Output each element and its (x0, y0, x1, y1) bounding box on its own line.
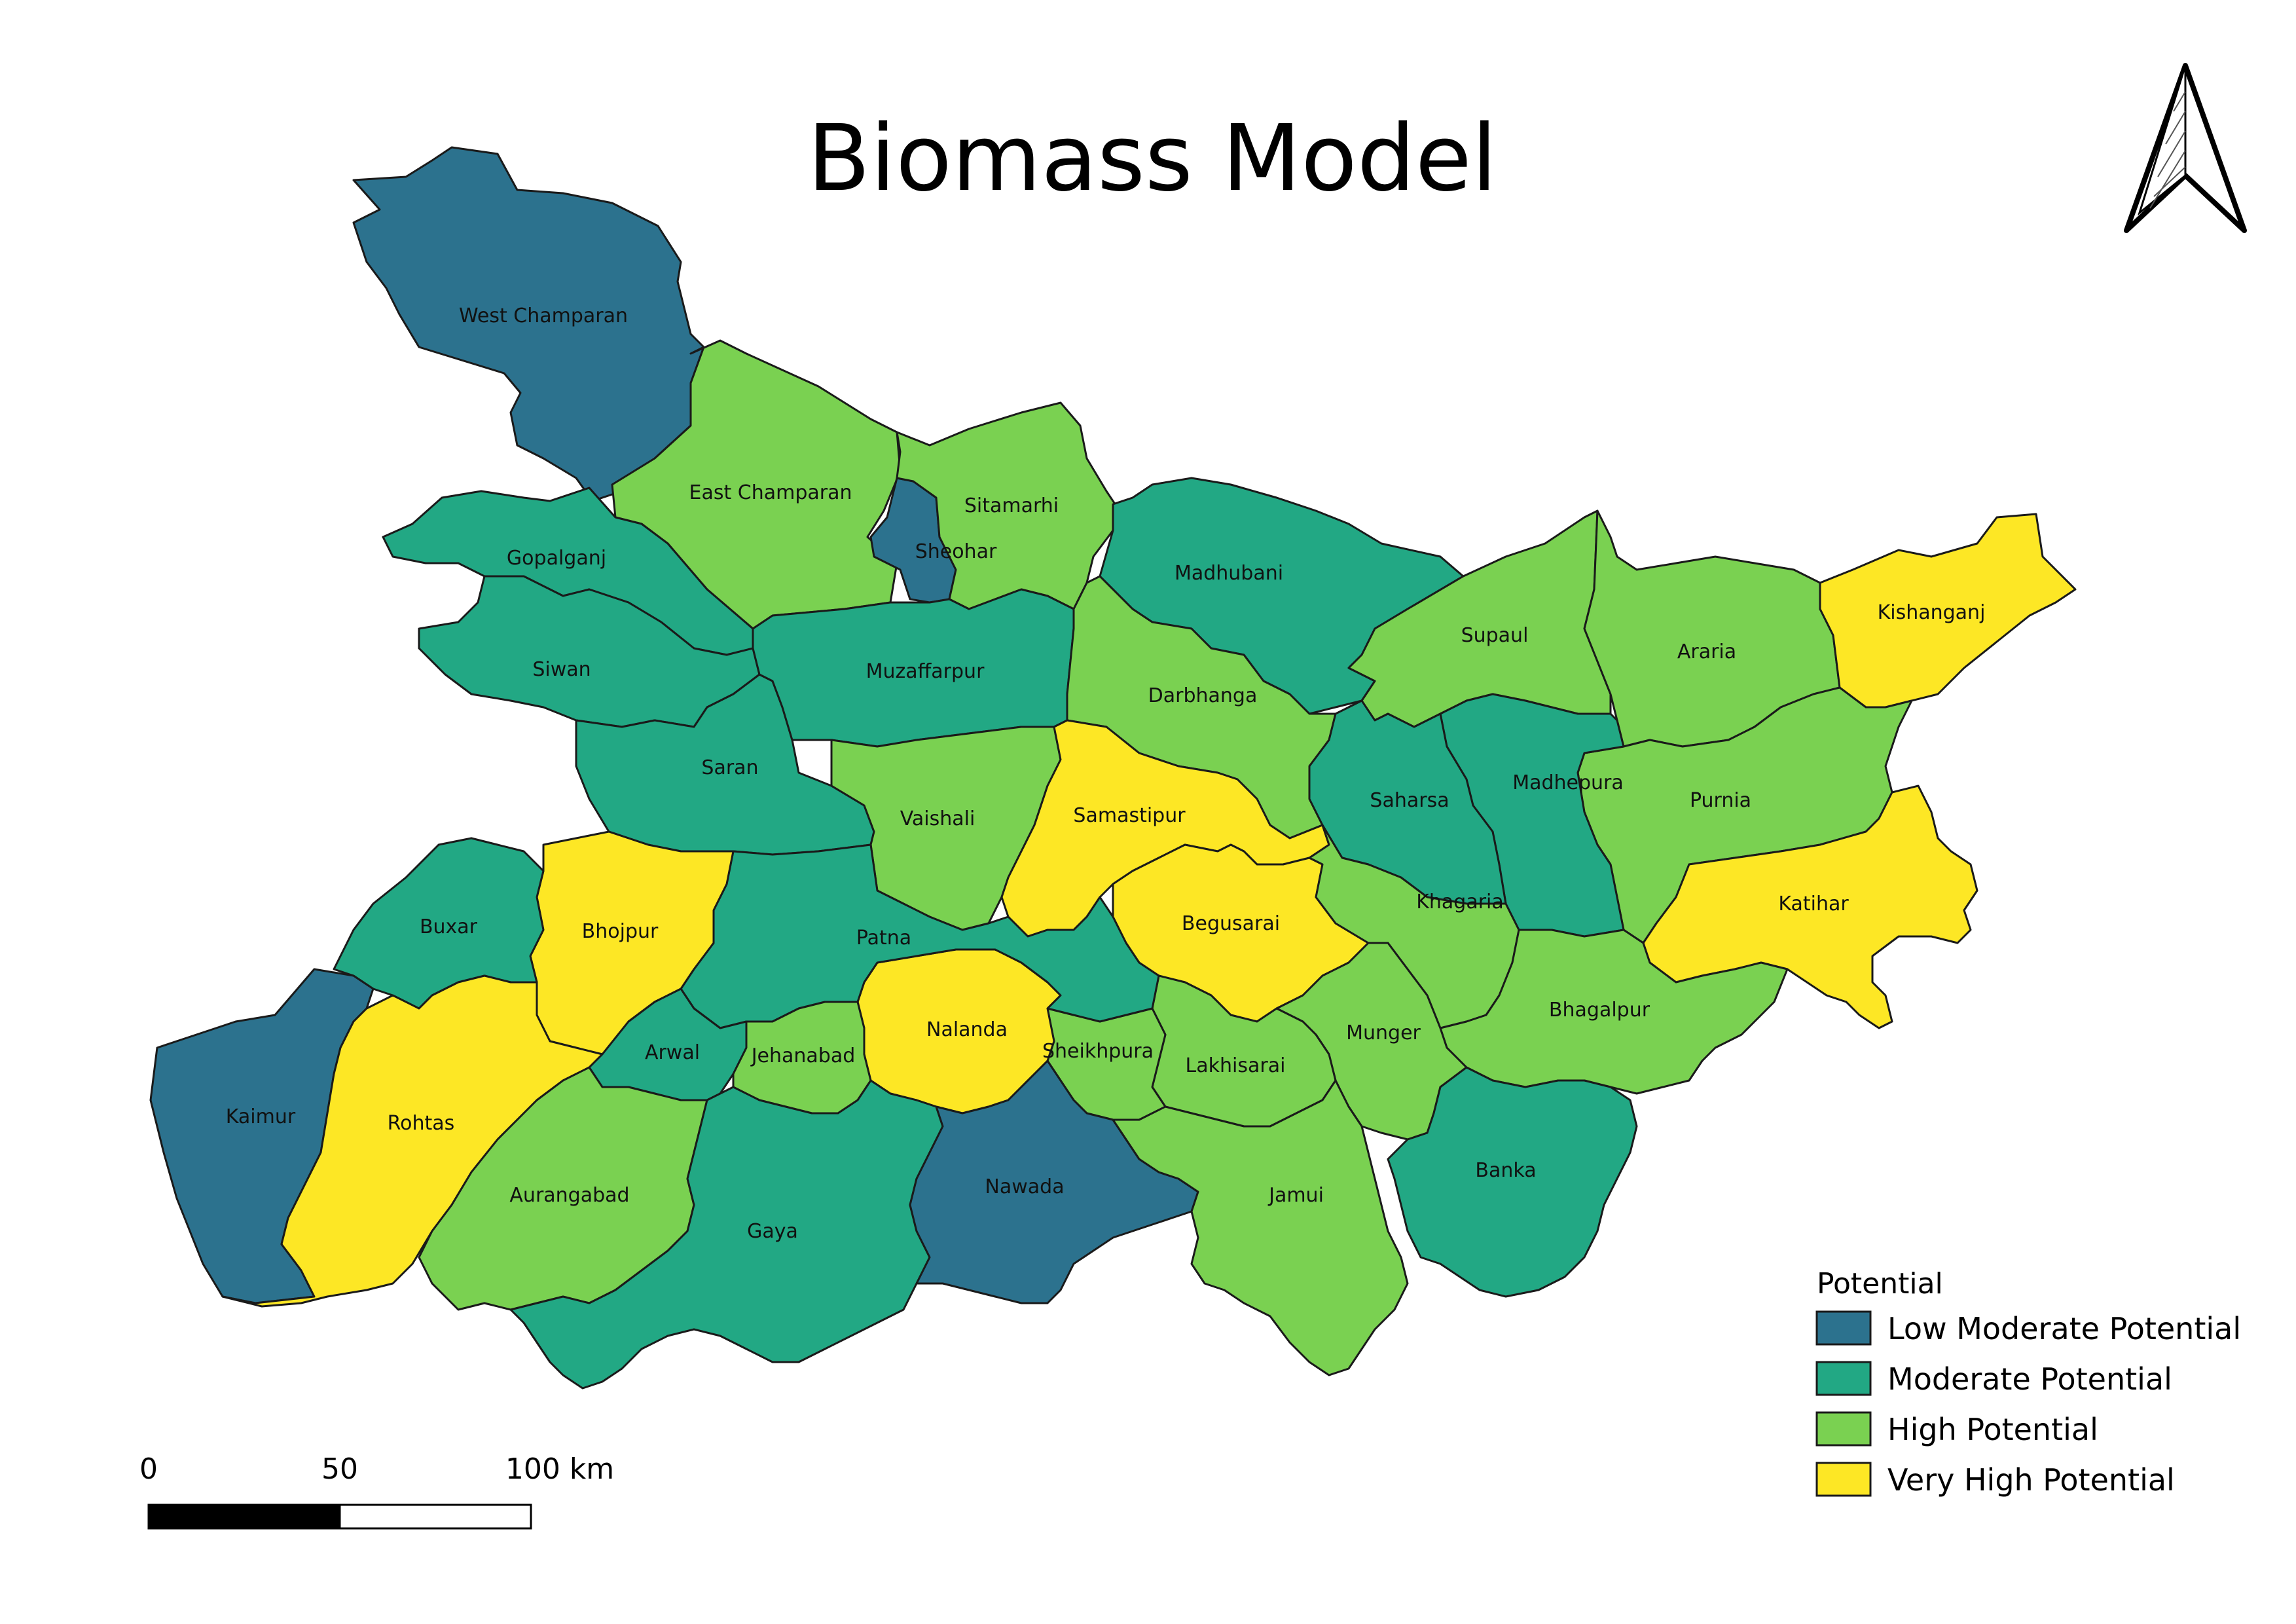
scale-bar: 0 50 100 km (139, 1452, 614, 1528)
legend-label-very-high: Very High Potential (1887, 1462, 2175, 1498)
scale-tick-50: 50 (321, 1452, 358, 1486)
district-label-purnia: Purnia (1690, 789, 1751, 812)
district-label-buxar: Buxar (420, 915, 478, 938)
district-label-kishanganj: Kishanganj (1878, 601, 1986, 624)
district-label-saran: Saran (701, 756, 758, 779)
legend: Potential Low Moderate Potential Moderat… (1817, 1267, 2241, 1498)
district-label-siwan: Siwan (532, 658, 591, 681)
legend-label-low-moderate: Low Moderate Potential (1887, 1311, 2241, 1346)
legend-swatch-high (1817, 1412, 1870, 1445)
district-label-saharsa: Saharsa (1370, 789, 1449, 812)
scale-bar-black-segment (149, 1505, 340, 1528)
district-label-jamui: Jamui (1267, 1184, 1324, 1207)
district-label-sheikhpura: Sheikhpura (1042, 1040, 1154, 1063)
district-label-vaishali: Vaishali (900, 807, 975, 830)
legend-label-moderate: Moderate Potential (1887, 1361, 2172, 1397)
north-arrow-icon (2126, 65, 2244, 231)
district-label-east-champaran: East Champaran (689, 481, 852, 504)
legend-swatch-low-moderate (1817, 1312, 1870, 1344)
district-label-araria: Araria (1677, 640, 1736, 663)
district-label-begusarai: Begusarai (1182, 912, 1280, 935)
districts-layer (151, 147, 2075, 1388)
legend-swatch-moderate (1817, 1362, 1870, 1395)
district-label-madhepura: Madhepura (1512, 771, 1624, 794)
district-label-lakhisarai: Lakhisarai (1186, 1054, 1286, 1077)
district-label-rohtas: Rohtas (388, 1112, 455, 1135)
district-label-muzaffarpur: Muzaffarpur (866, 660, 985, 683)
district-label-katihar: Katihar (1778, 893, 1849, 915)
district-label-supaul: Supaul (1461, 624, 1529, 647)
district-label-bhojpur: Bhojpur (582, 920, 659, 943)
district-label-samastipur: Samastipur (1073, 804, 1186, 827)
district-label-patna: Patna (856, 927, 911, 950)
district-label-munger: Munger (1346, 1022, 1421, 1044)
legend-label-high: High Potential (1887, 1412, 2098, 1447)
district-label-madhubani: Madhubani (1175, 562, 1283, 585)
district-label-banka: Banka (1475, 1159, 1536, 1182)
legend-swatch-very-high (1817, 1463, 1870, 1496)
district-label-arwal: Arwal (645, 1041, 700, 1064)
district-label-aurangabad: Aurangabad (509, 1184, 629, 1207)
district-label-jehanabad: Jehanabad (750, 1044, 856, 1067)
district-label-khagaria: Khagaria (1416, 891, 1504, 913)
district-label-kaimur: Kaimur (226, 1105, 296, 1128)
scale-tick-100: 100 km (505, 1452, 614, 1486)
district-label-darbhanga: Darbhanga (1148, 684, 1258, 707)
scale-bar-white-segment (340, 1505, 531, 1528)
district-label-nawada: Nawada (985, 1175, 1064, 1198)
district-label-west-champaran: West Champaran (459, 304, 628, 327)
map-title: Biomass Model (807, 105, 1497, 212)
legend-title: Potential (1817, 1267, 1943, 1301)
district-label-gaya: Gaya (747, 1220, 798, 1243)
scale-tick-0: 0 (139, 1452, 158, 1486)
district-label-sitamarhi: Sitamarhi (964, 494, 1059, 517)
district-label-nalanda: Nalanda (926, 1018, 1008, 1041)
district-label-sheohar: Sheohar (915, 540, 997, 563)
district-label-gopalganj: Gopalganj (507, 547, 606, 570)
district-label-bhagalpur: Bhagalpur (1549, 999, 1650, 1022)
